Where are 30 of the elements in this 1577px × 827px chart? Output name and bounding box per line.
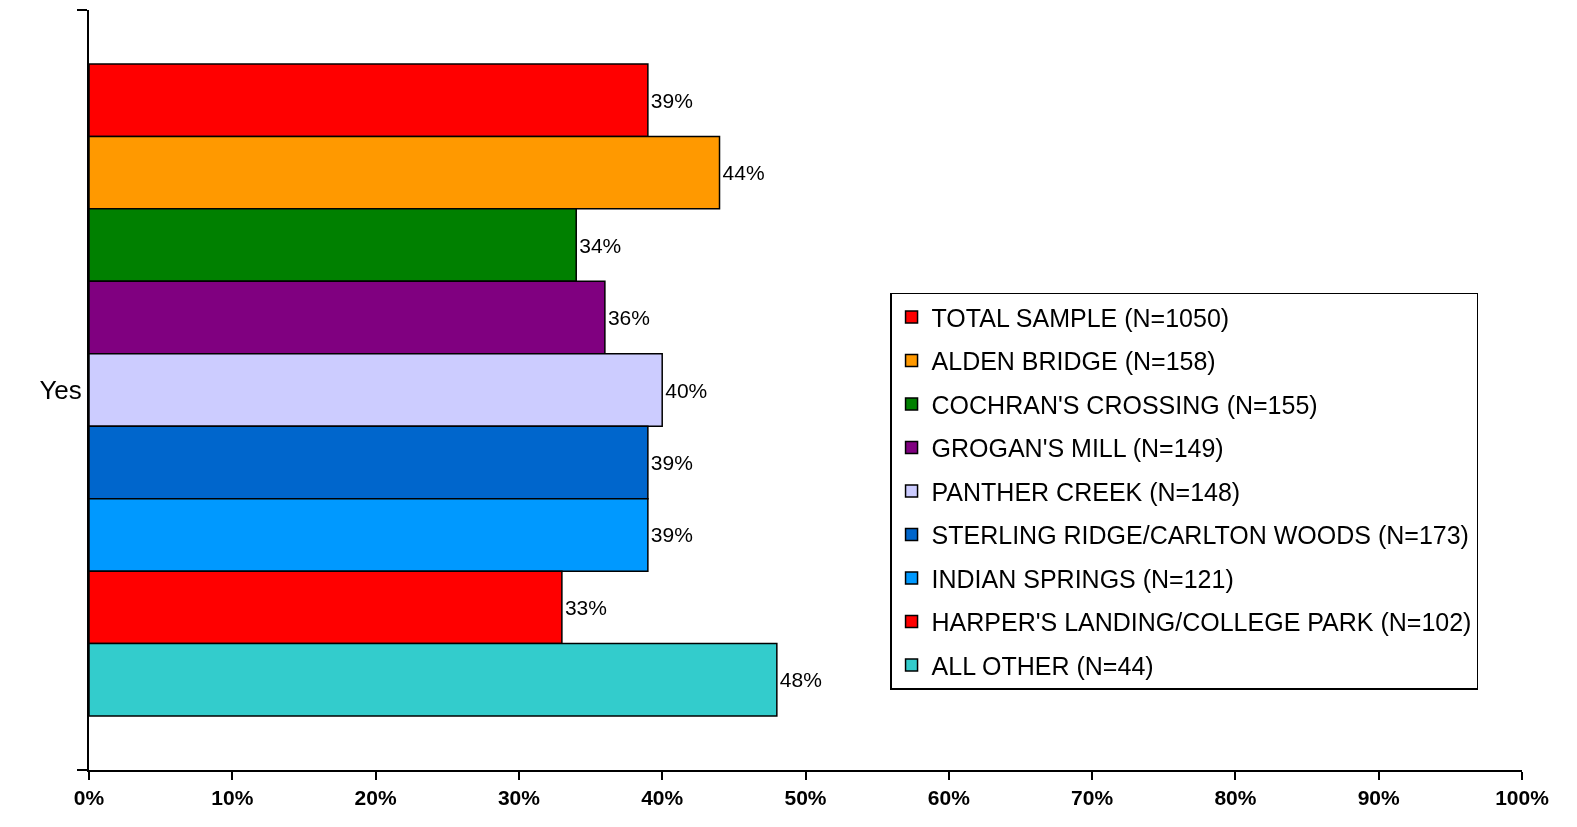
legend-label: ALL OTHER (N=44) <box>931 651 1154 680</box>
x-tick-label: 90% <box>1357 786 1401 810</box>
legend-label: PANTHER CREEK (N=148) <box>931 477 1241 506</box>
legend-label: TOTAL SAMPLE (N=1050) <box>931 303 1230 332</box>
x-tick-label: 30% <box>497 786 541 810</box>
x-tick-label: 100% <box>1495 786 1550 810</box>
y-tick-label: Yes <box>39 375 82 406</box>
legend-label: GROGAN'S MILL (N=149) <box>931 434 1224 463</box>
x-tick-label: 60% <box>927 786 971 810</box>
legend-label: ALDEN BRIDGE (N=158) <box>931 347 1216 376</box>
x-tick-label: 50% <box>784 786 827 810</box>
data-label: 44% <box>722 161 765 185</box>
legend-label: HARPER'S LANDING/COLLEGE PARK (N=102) <box>931 608 1472 637</box>
legend-label: INDIAN SPRINGS (N=121) <box>931 564 1234 593</box>
legend-label: COCHRAN'S CROSSING (N=155) <box>931 390 1318 419</box>
x-tick-label: 80% <box>1214 786 1257 810</box>
data-label: 39% <box>650 523 693 547</box>
legend-label: STERLING RIDGE/CARLTON WOODS (N=173) <box>931 521 1469 550</box>
data-label: 36% <box>607 306 650 330</box>
data-label: 39% <box>650 450 693 474</box>
data-label: 34% <box>579 233 622 257</box>
x-tick-label: 0% <box>73 786 105 810</box>
x-tick-label: 40% <box>641 786 684 810</box>
data-label: 40% <box>665 378 708 402</box>
x-tick-label: 10% <box>211 786 254 810</box>
data-label: 48% <box>779 668 822 692</box>
x-tick-label: 20% <box>354 786 397 810</box>
data-label: 39% <box>650 88 693 112</box>
data-label: 33% <box>564 595 607 619</box>
x-tick-label: 70% <box>1071 786 1114 810</box>
